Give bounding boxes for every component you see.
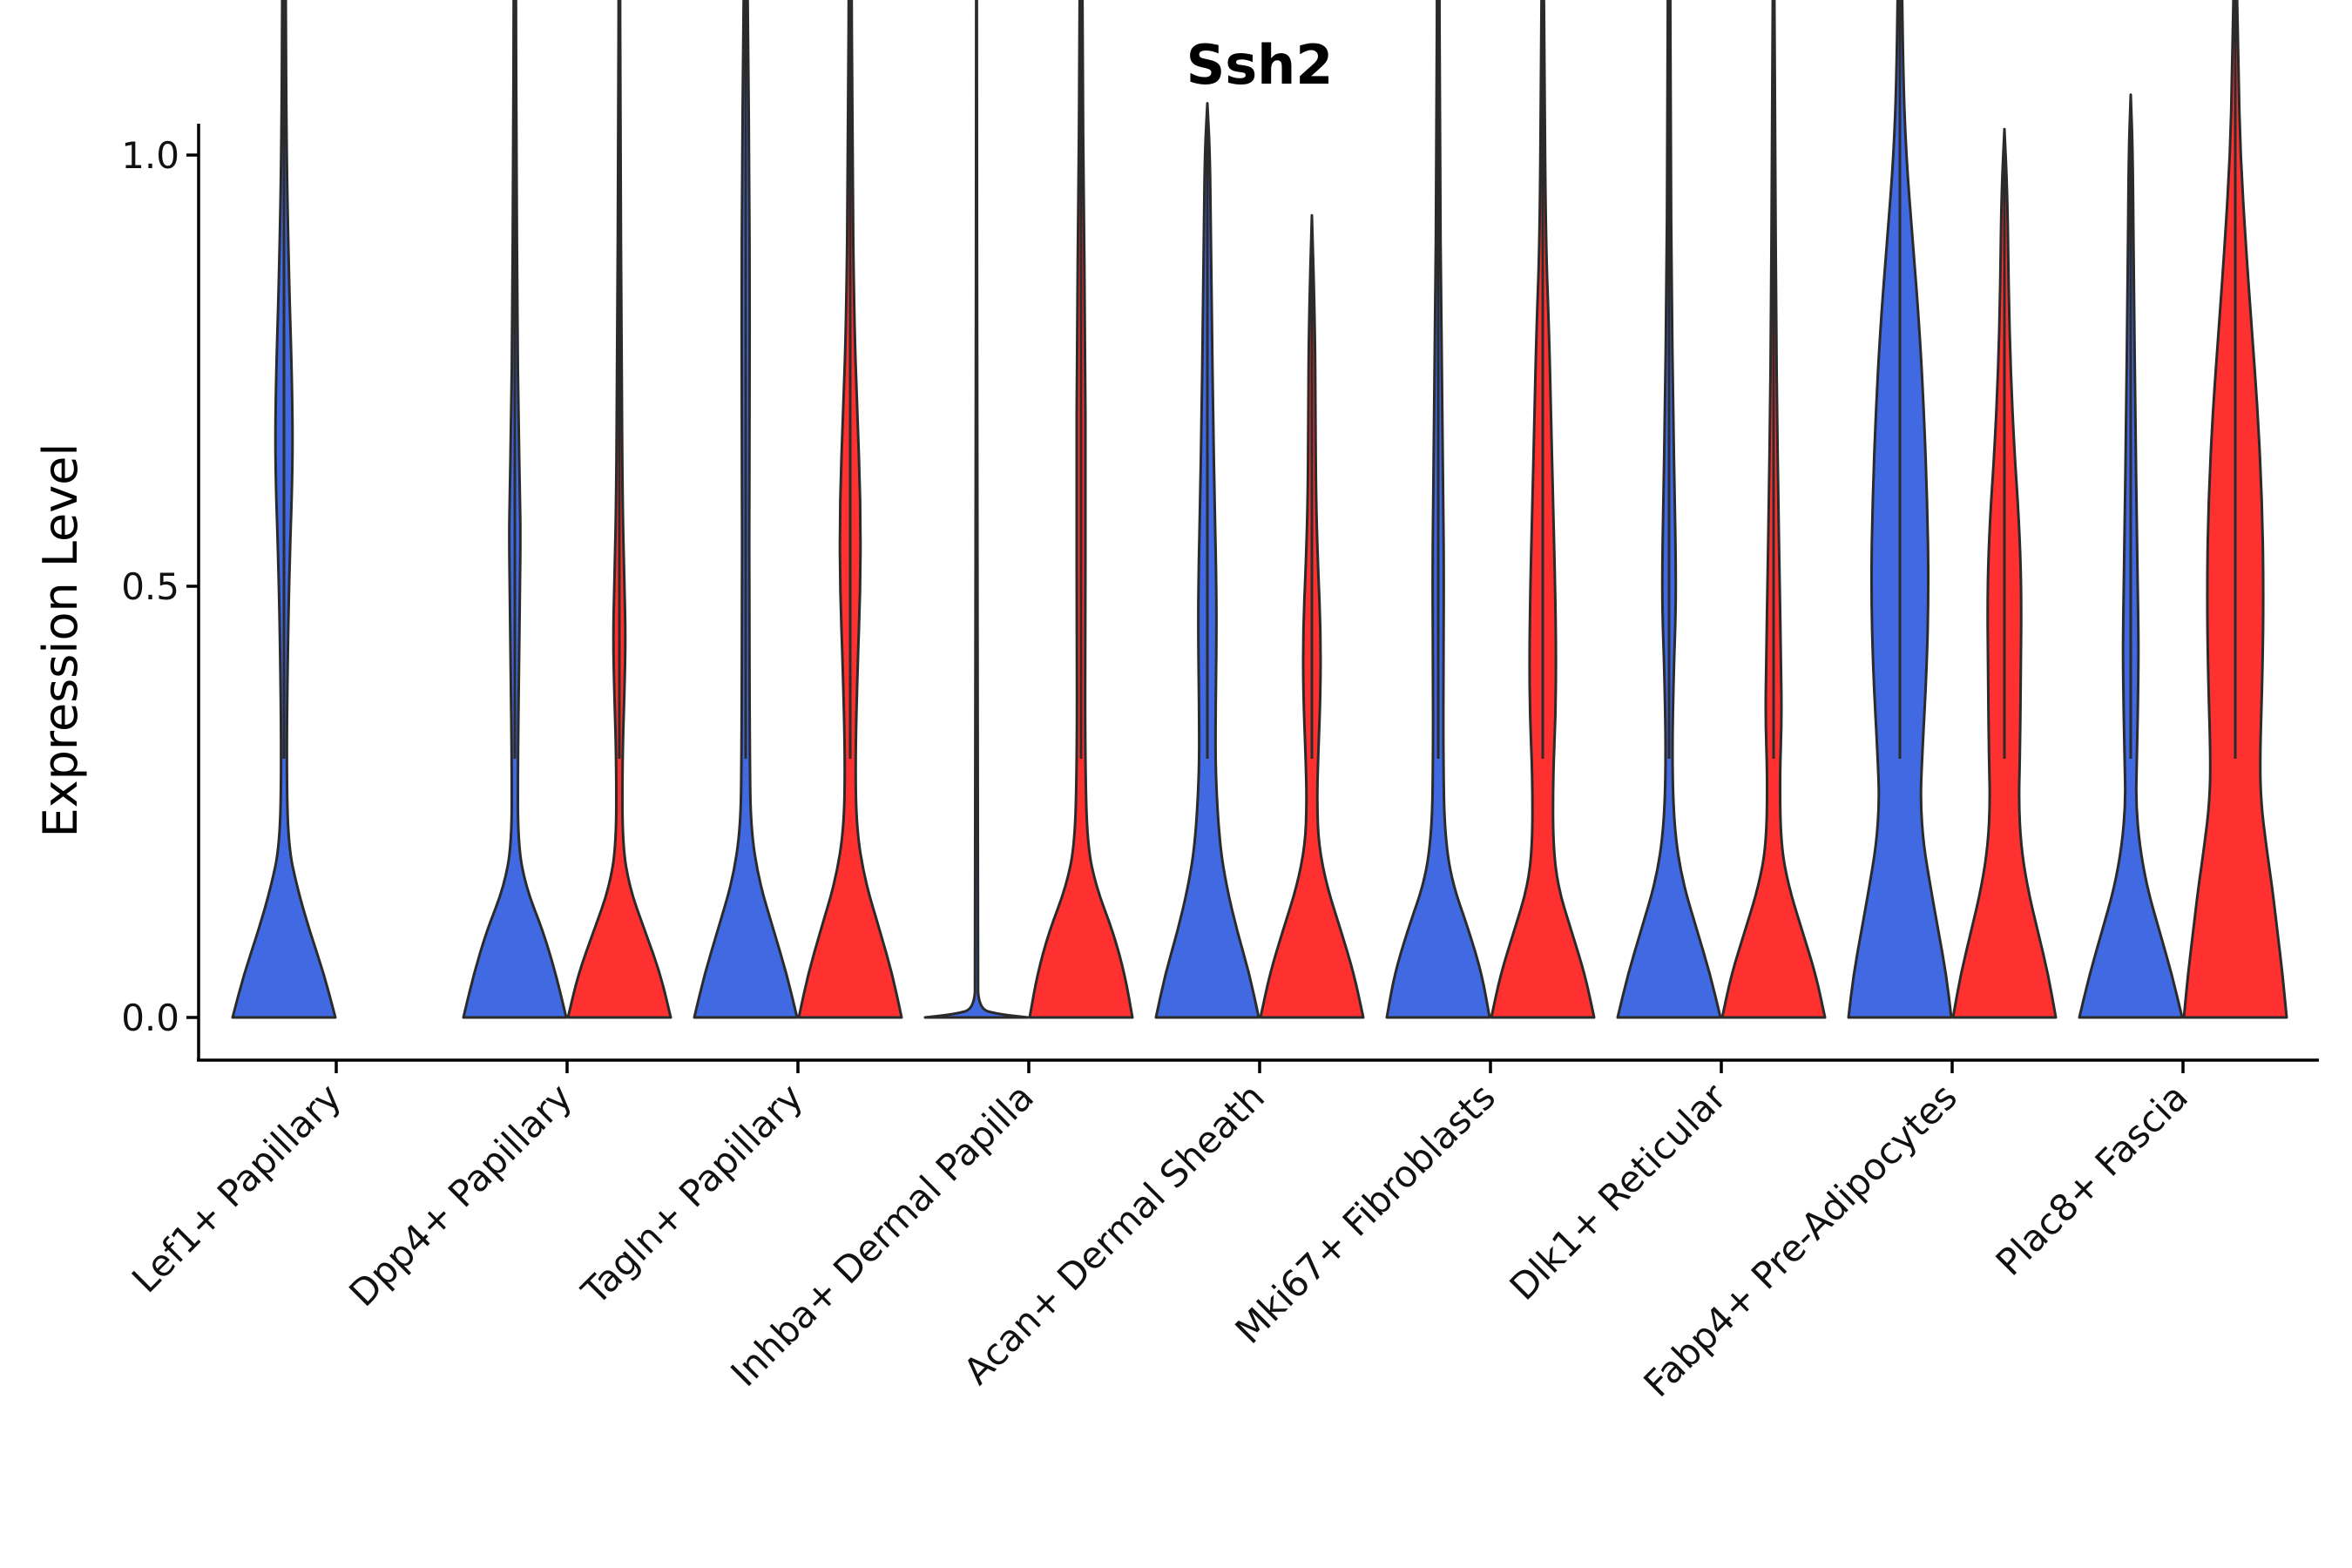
y-tick-label: 0.5: [121, 565, 179, 608]
chart-title: Ssh2: [1186, 33, 1334, 97]
x-tick-label: Mki67+ Fibroblasts: [1227, 1075, 1504, 1351]
y-tick-label: 0.0: [121, 997, 179, 1039]
x-tick-label: Tagln+ Papillary: [573, 1075, 811, 1313]
x-tick-label: Plac8+ Fascia: [1988, 1075, 2196, 1283]
y-ticks-group: 0.00.51.01.52.0: [121, 134, 199, 1039]
x-tick-label: Lef1+ Papillary: [124, 1075, 349, 1301]
y-tick-label: 1.0: [121, 134, 179, 177]
x-tick-label: Dpp4+ Papillary: [341, 1075, 580, 1315]
violins-group: [231, 0, 2288, 1019]
x-tick-label: Dlk1+ Reticular: [1502, 1075, 1735, 1308]
y-axis-label: Expression Level: [33, 443, 88, 838]
